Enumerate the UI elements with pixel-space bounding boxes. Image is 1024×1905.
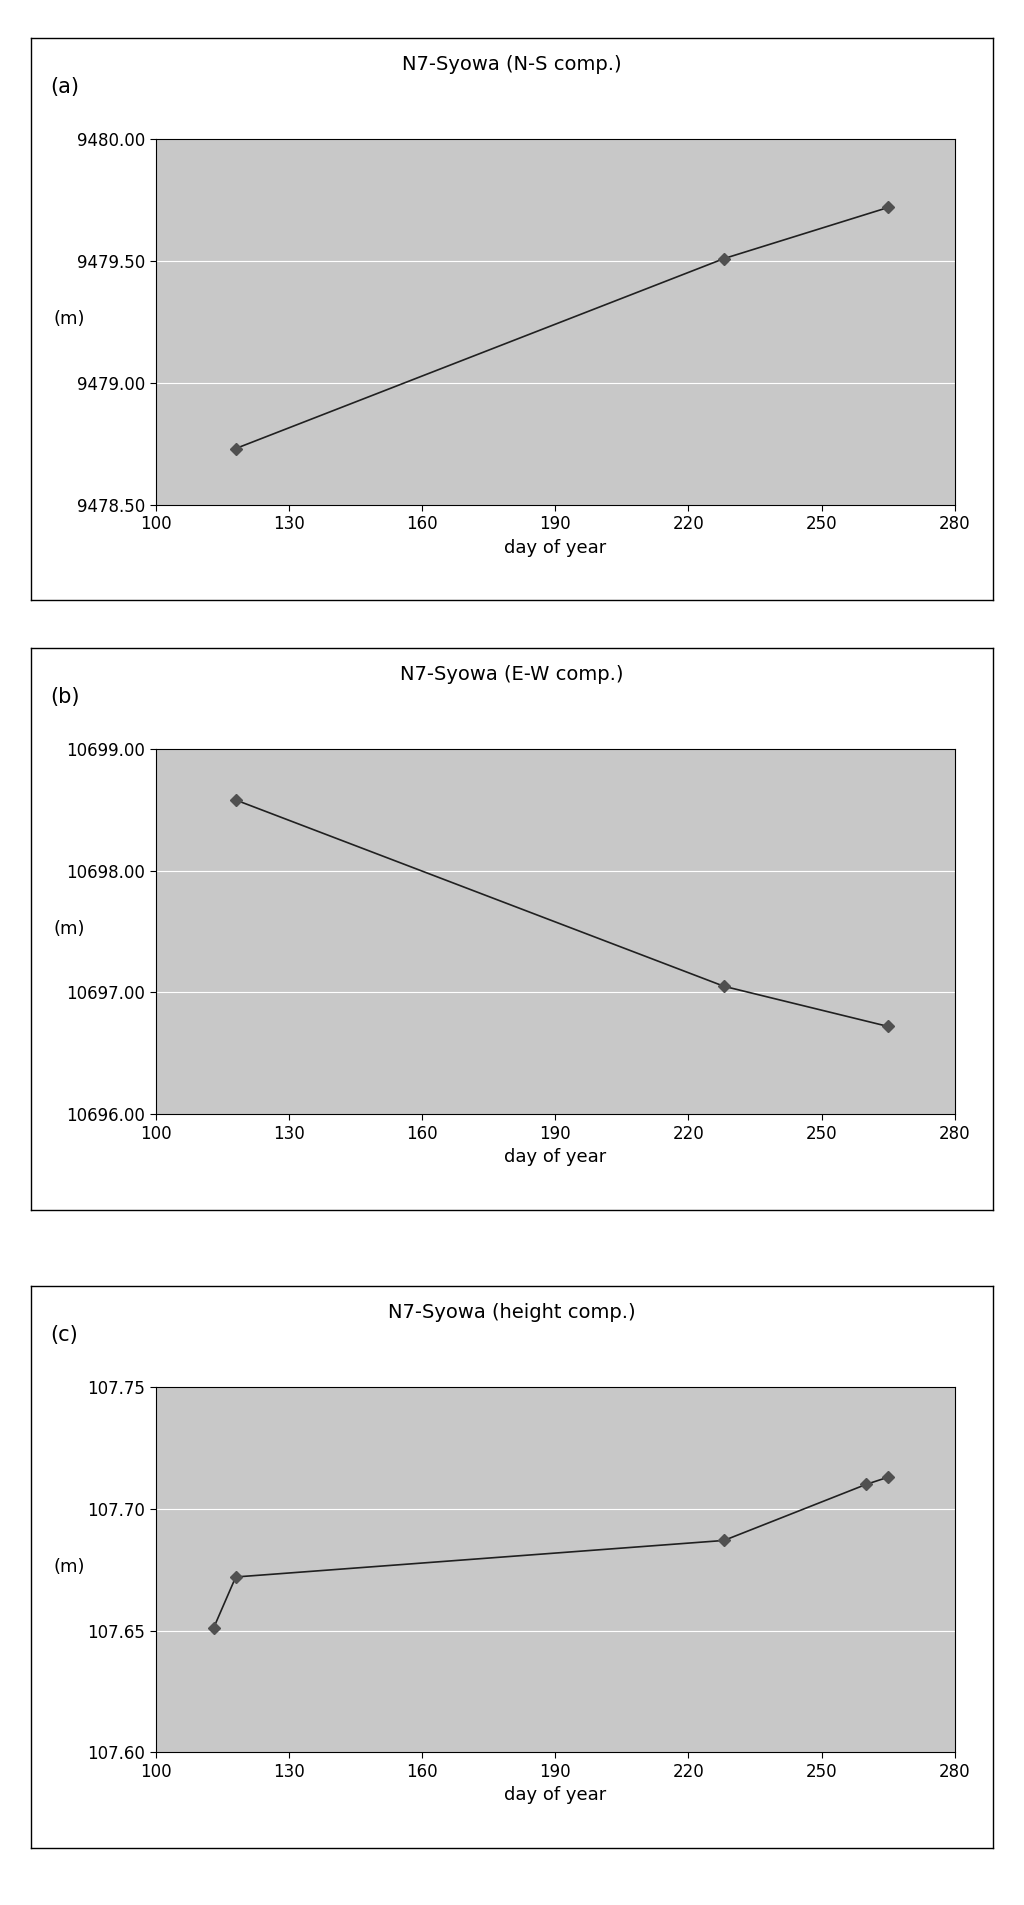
Text: N7-Syowa (height comp.): N7-Syowa (height comp.) — [388, 1303, 636, 1322]
Text: (m): (m) — [53, 920, 85, 937]
Text: (a): (a) — [50, 78, 79, 97]
Text: N7-Syowa (E-W comp.): N7-Syowa (E-W comp.) — [400, 665, 624, 684]
Text: (b): (b) — [50, 688, 80, 707]
Text: N7-Syowa (N-S comp.): N7-Syowa (N-S comp.) — [402, 55, 622, 74]
Text: (m): (m) — [53, 311, 85, 328]
Text: (m): (m) — [53, 1558, 85, 1575]
Text: (c): (c) — [50, 1326, 78, 1345]
